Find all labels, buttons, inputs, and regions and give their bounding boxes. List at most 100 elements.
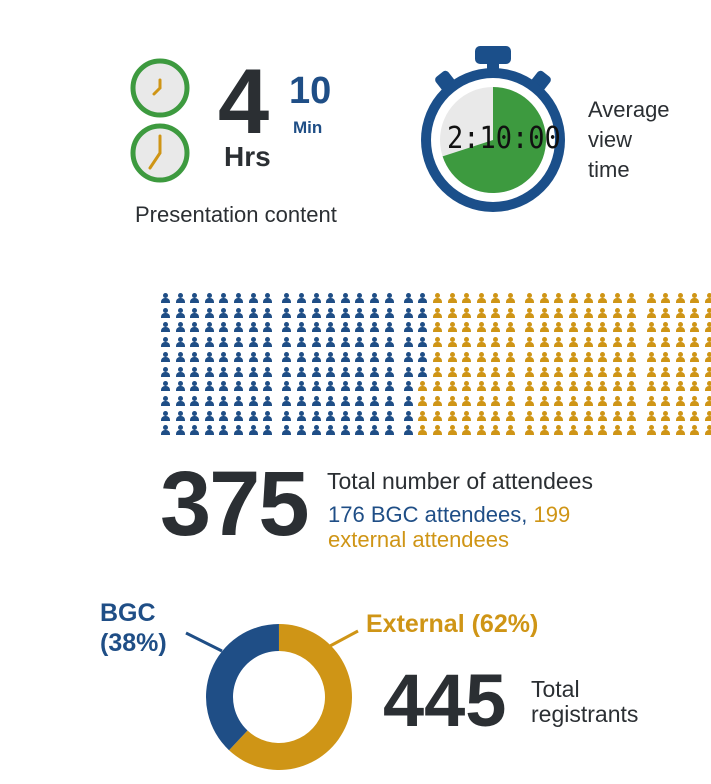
person-icon [505,425,517,436]
person-icon [218,307,230,319]
person-icon [189,293,201,304]
person-icon [354,410,366,422]
person-icon [369,395,381,407]
person-icon [461,425,473,436]
person-icon [417,425,429,436]
person-icon [626,425,638,436]
person-icon [403,366,415,378]
person-icon [704,351,711,363]
person-icon [403,381,415,392]
person-icon [646,410,658,422]
person-icon [660,293,672,304]
person-icon [447,293,459,304]
person-icon [689,395,701,407]
person-icon [553,425,565,436]
person-icon [476,410,488,422]
person-icon [369,410,381,422]
person-icon [189,337,201,348]
person-icon [160,322,172,333]
person-icon [626,395,638,407]
person-icon [704,410,711,422]
person-icon [675,410,687,422]
person-icon [461,351,473,363]
person-icon [626,307,638,319]
person-icon [583,322,595,333]
person-icon [175,307,187,319]
person-icon [539,410,551,422]
person-icon [568,337,580,348]
person-icon [432,351,444,363]
person-icon [505,307,517,319]
person-icon [403,351,415,363]
person-icon [461,307,473,319]
person-icon [553,410,565,422]
person-icon [340,337,352,348]
person-icon [612,307,624,319]
person-icon [311,395,323,407]
person-icon [660,307,672,319]
person-icon [553,381,565,392]
person-icon [505,322,517,333]
attendees-breakdown: 176 BGC attendees, 199 external attendee… [328,502,628,552]
person-icon [626,322,638,333]
person-icon [204,381,216,392]
person-icon [384,307,396,319]
person-icon [311,351,323,363]
person-icon [583,381,595,392]
person-icon [403,293,415,304]
person-icon [646,381,658,392]
person-icon [262,395,274,407]
person-icon [689,293,701,304]
person-icon [296,381,308,392]
person-icon [262,322,274,333]
person-icon [646,395,658,407]
person-icon [281,293,293,304]
person-icon [704,366,711,378]
person-icon [175,351,187,363]
person-icon [175,293,187,304]
person-icon [612,366,624,378]
person-icon [432,293,444,304]
person-icon [505,410,517,422]
person-icon [675,293,687,304]
person-icon [689,322,701,333]
person-icon [248,351,260,363]
person-icon [524,366,536,378]
person-icon [432,307,444,319]
person-icon [354,395,366,407]
person-icon [296,307,308,319]
person-icon [539,351,551,363]
donut-external-slice [229,624,352,770]
minutes-value: 10 [289,70,332,112]
person-icon [175,410,187,422]
person-icon [505,293,517,304]
person-icon [233,293,245,304]
person-icon [218,381,230,392]
person-icon [354,293,366,304]
person-icon [524,425,536,436]
person-icon [476,337,488,348]
person-icon [597,381,609,392]
person-icon [447,425,459,436]
person-icon [553,322,565,333]
person-icon [218,351,230,363]
person-icon [248,425,260,436]
person-icon [354,351,366,363]
person-icon [626,351,638,363]
person-icon [524,322,536,333]
person-icon [204,410,216,422]
person-icon [524,351,536,363]
person-icon [476,351,488,363]
person-icon [233,307,245,319]
person-icon [189,366,201,378]
person-icon [447,410,459,422]
view-time-label-line1: Average [588,97,670,122]
person-icon [248,293,260,304]
person-icon [432,366,444,378]
person-icon [432,410,444,422]
person-icon [675,381,687,392]
person-icon [553,351,565,363]
person-icon [204,293,216,304]
person-icon [675,366,687,378]
person-icon [218,425,230,436]
